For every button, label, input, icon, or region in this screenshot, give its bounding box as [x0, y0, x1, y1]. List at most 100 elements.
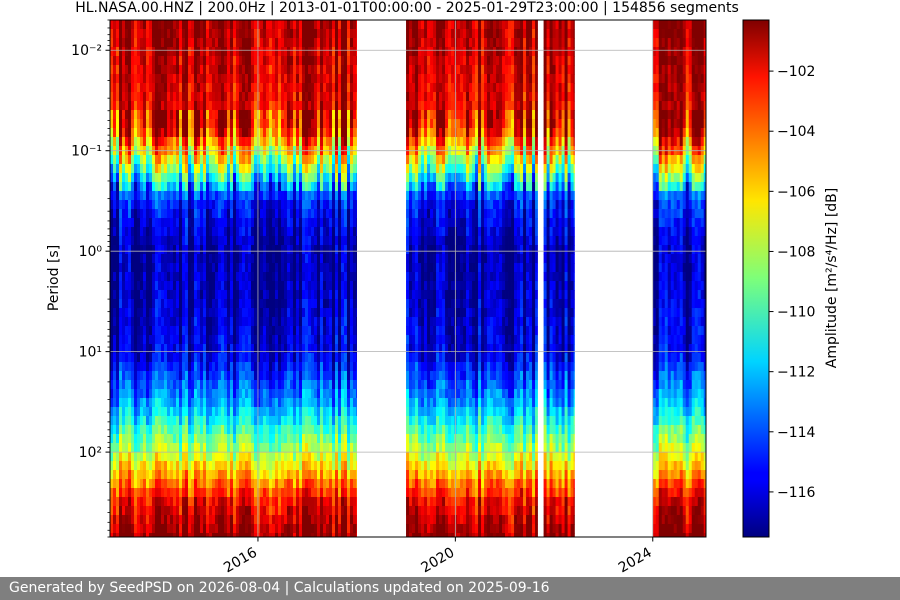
heat-cell [203, 101, 207, 111]
heat-cell [239, 236, 243, 246]
heat-cell [251, 110, 255, 120]
heat-cell [341, 38, 345, 48]
heat-cell [146, 317, 150, 327]
heat-cell [155, 497, 159, 507]
heat-cell [239, 200, 243, 210]
heat-cell [158, 398, 162, 408]
heat-cell [317, 272, 321, 282]
heat-cell [116, 497, 120, 507]
heat-cell [257, 407, 261, 417]
heat-cell [206, 227, 210, 237]
heat-cell [406, 137, 410, 147]
heat-cell [239, 380, 243, 390]
heat-cell [179, 524, 183, 534]
heat-cell [272, 479, 276, 489]
heat-cell [314, 92, 318, 102]
heat-cell [131, 308, 135, 318]
heat-cell [197, 452, 201, 462]
heat-cell [311, 245, 315, 255]
heat-cell [341, 227, 345, 237]
heat-cell [287, 506, 291, 516]
heat-cell [409, 20, 413, 30]
heat-cell [305, 317, 309, 327]
heat-cell [143, 164, 147, 174]
heat-cell [293, 308, 297, 318]
heat-cell [212, 461, 216, 471]
heat-cell [260, 380, 264, 390]
heat-cell [149, 281, 153, 291]
heat-cell [320, 200, 324, 210]
heat-cell [230, 29, 234, 39]
heat-cell [128, 209, 132, 219]
heat-cell [158, 182, 162, 192]
heat-cell [353, 29, 357, 39]
heat-cell [152, 389, 156, 399]
heat-cell [332, 110, 336, 120]
heat-cell [182, 92, 186, 102]
heat-cell [131, 56, 135, 66]
heat-cell [350, 299, 354, 309]
heat-cell [197, 497, 201, 507]
heat-cell [254, 443, 258, 453]
heat-cell [197, 191, 201, 201]
heat-cell [409, 38, 413, 48]
heat-cell [149, 83, 153, 93]
heat-cell [344, 506, 348, 516]
heat-cell [236, 92, 240, 102]
heat-cell [406, 398, 410, 408]
heat-cell [254, 380, 258, 390]
heat-cell [263, 74, 267, 84]
heat-cell [293, 533, 297, 537]
heat-cell [350, 236, 354, 246]
heat-cell [155, 245, 159, 255]
heat-cell [314, 110, 318, 120]
heat-cell [200, 83, 204, 93]
heat-cell [242, 452, 246, 462]
heat-cell [164, 218, 168, 228]
heat-cell [254, 47, 258, 57]
heat-cell [245, 38, 249, 48]
heat-cell [140, 20, 144, 30]
heat-cell [143, 38, 147, 48]
heat-cell [296, 20, 300, 30]
heat-cell [296, 236, 300, 246]
heat-cell [248, 389, 252, 399]
heat-cell [275, 452, 279, 462]
heat-cell [317, 425, 321, 435]
heat-cell [215, 488, 219, 498]
heat-cell [113, 290, 117, 300]
heat-cell [185, 182, 189, 192]
heat-cell [236, 308, 240, 318]
heat-cell [209, 371, 213, 381]
heat-cell [221, 272, 225, 282]
heat-cell [137, 191, 141, 201]
heat-cell [125, 470, 129, 480]
heat-cell [305, 470, 309, 480]
heat-cell [284, 191, 288, 201]
heat-cell [254, 515, 258, 525]
heat-cell [302, 38, 306, 48]
heat-cell [344, 335, 348, 345]
heat-cell [173, 83, 177, 93]
heat-cell [323, 443, 327, 453]
heat-cell [176, 479, 180, 489]
heat-cell [317, 371, 321, 381]
heat-cell [406, 119, 410, 129]
heat-cell [278, 434, 282, 444]
heat-cell [155, 101, 159, 111]
heat-cell [137, 29, 141, 39]
heat-cell [140, 173, 144, 183]
heat-cell [140, 407, 144, 417]
heat-cell [158, 461, 162, 471]
heat-cell [227, 155, 231, 165]
heat-cell [335, 47, 339, 57]
heat-cell [170, 155, 174, 165]
heat-cell [245, 236, 249, 246]
heat-cell [281, 317, 285, 327]
heat-cell [353, 398, 357, 408]
heat-cell [176, 209, 180, 219]
heat-cell [251, 92, 255, 102]
heat-cell [149, 407, 153, 417]
heat-cell [281, 389, 285, 399]
heat-cell [146, 461, 150, 471]
